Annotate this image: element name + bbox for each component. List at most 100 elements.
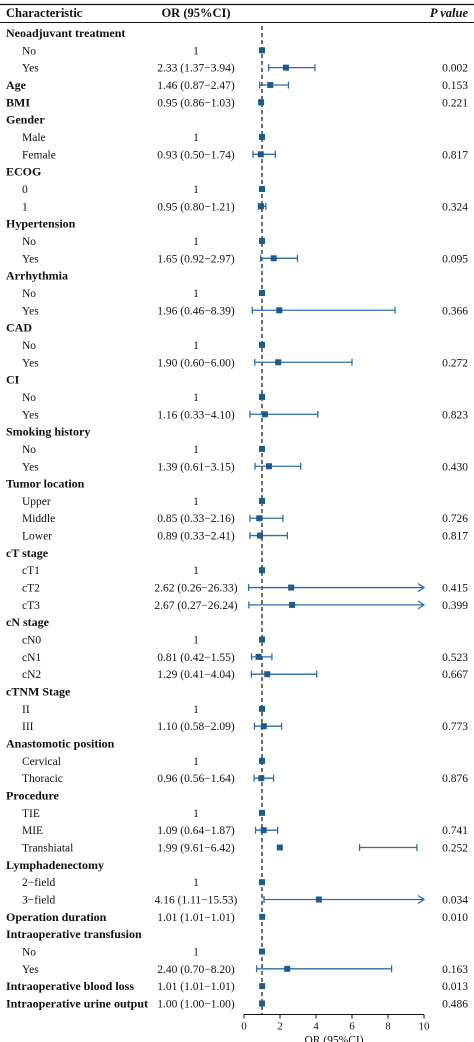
or-point	[259, 1000, 265, 1007]
or-point	[258, 203, 265, 210]
or-ci-value: 1	[193, 496, 199, 508]
or-ci-value: 4.16 (1.11−15.53)	[155, 895, 238, 907]
row-label: Yes	[22, 357, 39, 369]
or-ci-value: 0.85 (0.33−2.16)	[157, 513, 235, 525]
or-point	[276, 844, 283, 851]
forest-marks	[248, 26, 426, 1015]
or-point	[260, 723, 267, 730]
or-point	[259, 948, 265, 955]
ci-arrow	[417, 583, 426, 593]
row-label: No	[22, 946, 36, 958]
group-label: cTNM Stage	[6, 685, 71, 699]
or-point	[259, 809, 265, 816]
or-ci-value: 1.96 (0.46−8.39)	[157, 305, 235, 317]
or-point	[259, 341, 265, 348]
or-ci-value: 1.29 (0.41−4.04)	[157, 669, 235, 681]
or-point	[259, 705, 265, 712]
or-ci-value: 1.39 (0.61−3.15)	[157, 461, 235, 473]
row-label: Yes	[22, 253, 39, 265]
or-point	[284, 965, 291, 972]
p-value: 0.153	[442, 80, 468, 92]
or-ci-value: 1	[193, 635, 199, 647]
or-point	[267, 81, 274, 88]
row-label: No	[22, 288, 36, 300]
group-label: Intraoperative blood loss	[6, 979, 134, 993]
row-label: Transhiatal	[22, 843, 73, 855]
p-value: 0.252	[442, 843, 468, 855]
group-label: Anastomotic position	[6, 737, 115, 751]
or-point	[289, 601, 296, 608]
p-value: 0.726	[442, 513, 468, 525]
or-point	[282, 64, 289, 71]
p-value: 0.002	[442, 63, 468, 75]
p-value: 0.010	[442, 912, 468, 924]
or-point	[315, 896, 322, 903]
group-label: cT stage	[6, 546, 49, 560]
row-label: MIE	[22, 825, 43, 837]
or-ci-value: 1.09 (0.64−1.87)	[157, 825, 235, 837]
x-tick-label: 0	[241, 1020, 247, 1032]
p-value: 0.523	[442, 652, 468, 664]
row-label: cN0	[22, 635, 41, 647]
x-tick-label: 2	[277, 1020, 283, 1032]
row-label: 3−field	[22, 895, 56, 907]
group-label: Tumor location	[6, 477, 85, 491]
p-value: 0.817	[442, 149, 468, 161]
or-ci-value: 1	[193, 340, 199, 352]
or-point	[259, 636, 265, 643]
or-ci-value: 1	[193, 184, 199, 196]
or-ci-value: 1	[193, 565, 199, 577]
or-ci-value: 1	[193, 704, 199, 716]
p-value: 0.013	[442, 981, 468, 993]
row-label: Male	[22, 132, 46, 144]
or-ci-value: 0.93 (0.50−1.74)	[157, 149, 235, 161]
group-label: Arrhythmia	[6, 269, 68, 283]
group-label: Operation duration	[6, 910, 107, 924]
row-label: cN2	[22, 669, 41, 681]
x-tick-label: 8	[385, 1020, 391, 1032]
or-point	[259, 879, 265, 886]
p-value: 0.095	[442, 253, 468, 265]
p-value: 0.415	[442, 583, 468, 595]
or-point	[259, 393, 265, 400]
row-label: No	[22, 392, 36, 404]
or-point	[261, 411, 268, 418]
or-ci-value: 2.67 (0.27−26.24)	[154, 600, 237, 612]
row-label: 2−field	[22, 877, 56, 889]
or-ci-value: 1.01 (1.01−1.01)	[157, 981, 235, 993]
or-point	[257, 151, 264, 158]
ci-arrow	[417, 600, 426, 610]
group-label: Neoadjuvant treatment	[6, 26, 125, 40]
or-point	[260, 827, 267, 834]
p-value: 0.366	[442, 305, 468, 317]
p-value: 0.399	[442, 600, 468, 612]
or-point	[288, 584, 295, 591]
or-ci-value: 1	[193, 877, 199, 889]
or-ci-value: 1.10 (0.58−2.09)	[157, 721, 235, 733]
p-value: 0.221	[442, 97, 468, 109]
row-label: cT3	[22, 600, 40, 612]
row-label: Yes	[22, 305, 39, 317]
p-value: 0.667	[442, 669, 468, 681]
group-label: ECOG	[6, 165, 41, 179]
or-ci-value: 1.90 (0.60−6.00)	[157, 357, 235, 369]
or-ci-value: 1.01 (1.01−1.01)	[157, 912, 235, 924]
or-ci-value: 0.96 (0.56−1.64)	[157, 773, 235, 785]
p-value: 0.817	[442, 531, 468, 543]
or-ci-value: 1.00 (1.00−1.00)	[157, 998, 235, 1010]
row-label: Female	[22, 149, 56, 161]
header-p-value: P value	[430, 6, 469, 20]
or-ci-value: 1.46 (0.87−2.47)	[157, 80, 235, 92]
row-label: No	[22, 340, 36, 352]
ci-arrow	[417, 894, 426, 905]
or-ci-value: 1	[193, 236, 199, 248]
row-label: No	[22, 45, 36, 57]
or-ci-value: 1	[193, 392, 199, 404]
or-point	[258, 775, 265, 782]
or-point	[259, 185, 265, 192]
group-label: Age	[6, 78, 27, 92]
group-label: Intraoperative transfusion	[6, 927, 142, 941]
or-point	[259, 237, 265, 244]
x-tick-label: 10	[419, 1020, 431, 1032]
or-point	[275, 359, 282, 366]
